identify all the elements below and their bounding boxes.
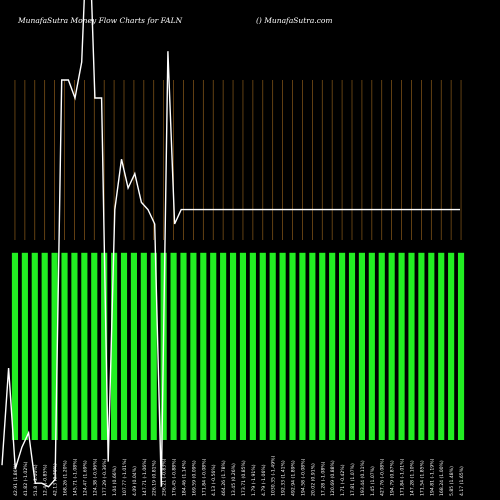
x-tick-label: 173.71 (0.85%): [241, 460, 247, 496]
money-flow-bar: [457, 252, 465, 440]
x-tick-label: 226.19 (0.81%): [152, 460, 158, 496]
x-tick-label: 51.8 (-2.00%): [33, 464, 39, 496]
money-flow-bar: [91, 252, 98, 440]
money-flow-bar: [299, 252, 306, 440]
x-tick-label: 184.46 (1.14%): [181, 460, 187, 496]
x-tick-label: 147.28 (1.10%): [409, 460, 415, 496]
money-flow-bar: [210, 252, 217, 440]
chart-title-right: () MunafaSutra.com: [256, 16, 333, 25]
money-flow-bar: [51, 252, 58, 440]
x-tick-label: 177.29 (-0.36%): [102, 458, 108, 496]
money-flow-bar: [180, 252, 187, 440]
x-tick-label: 168.24 (1.00%): [439, 460, 445, 496]
money-flow-bar: [398, 252, 405, 440]
money-flow-bar: [438, 252, 445, 440]
money-flow-bar: [71, 252, 78, 440]
money-flow-bar: [289, 252, 296, 440]
x-tick-label: 168.26 (1.20%): [63, 460, 69, 496]
money-flow-bar: [448, 252, 455, 440]
money-flow-line: [1, 0, 460, 488]
x-tick-label: 124.47 (1.69%): [82, 460, 88, 496]
x-tick-label: 192.33 (1.41%): [281, 460, 287, 496]
x-tick-label: 171.54 (1.85%): [419, 460, 425, 496]
x-tick-label: 107.77 (-1.01%): [122, 458, 128, 496]
money-flow-bar: [200, 252, 207, 440]
money-flow-bar: [170, 252, 177, 440]
x-tick-label: 171.84 (-1.01%): [400, 458, 406, 496]
x-tick-label: 120.69 (0.88%): [330, 460, 336, 496]
x-tick-label: 147.71 (-1.06%): [142, 458, 148, 496]
money-flow-bar: [269, 252, 276, 440]
money-flow-bar: [150, 252, 157, 440]
money-flow-bar: [130, 252, 137, 440]
x-tick-label: 20.02 (0.91%): [310, 463, 316, 496]
x-tick-label: 42.13 (0.70%): [53, 463, 59, 496]
money-flow-bar: [259, 252, 266, 440]
x-tick-label: 1.04 (0.66%): [112, 466, 118, 496]
x-tick-label: 42.91 (1.86%): [13, 463, 19, 496]
money-flow-bar: [279, 252, 286, 440]
money-flow-bar: [329, 252, 336, 440]
money-flow-bar: [11, 252, 19, 440]
money-flow-bar: [101, 252, 108, 440]
x-tick-label: 17.81 (1.07%): [350, 463, 356, 496]
money-flow-bar: [239, 252, 247, 440]
x-tick-label: 464.26 (1.78%): [221, 460, 227, 496]
x-tick-label: 1.79 (-1.91%): [251, 464, 257, 496]
x-tick-label: 4.79 (-1.06%): [261, 464, 267, 496]
x-tick-label: 171.84 (-0.08%): [201, 458, 207, 496]
x-tick-label: 4.09 (0.04%): [132, 466, 138, 496]
x-tick-label: 176.45 (-0.88%): [172, 458, 178, 496]
x-tick-label: 41.82 (-1.02%): [23, 461, 29, 496]
money-flow-bar: [21, 252, 28, 440]
x-tick-label: 4.17 (1.65%): [459, 466, 465, 496]
x-tick-label: 17.28 (-1.08%): [320, 461, 326, 496]
money-flow-bar: [120, 252, 128, 440]
x-tick-label: 169.59 (0.09%): [191, 460, 197, 496]
x-tick-label: 145.71 (-1.08%): [72, 458, 78, 496]
money-flow-bar: [309, 252, 316, 440]
x-tick-label: 193.44 (0.11%): [360, 460, 366, 496]
x-tick-label: 124.38 (-0.96%): [92, 458, 98, 496]
x-tick-labels: 42.91 (1.86%) 41.82 (-1.02%) 51.8 (-2.00%)…: [13, 456, 465, 496]
x-tick-label: 1030.35 (-1.49%): [271, 456, 277, 496]
money-flow-bar: [249, 252, 256, 440]
bars: [11, 252, 465, 440]
money-flow-bar: [81, 252, 88, 440]
money-flow-bar: [140, 252, 147, 440]
x-tick-label: 194.79 (0.87%): [390, 460, 396, 496]
x-tick-label: 194.81 (-1.19%): [429, 458, 435, 496]
x-tick-label: 13.45 (0.26%): [231, 463, 237, 496]
money-flow-bar: [111, 252, 118, 440]
money-flow-bar: [348, 252, 356, 440]
money-flow-bar: [319, 252, 326, 440]
money-flow-bar: [190, 252, 197, 440]
money-flow-bar: [220, 252, 227, 440]
money-flow-bar: [61, 252, 68, 440]
money-flow-bar: [408, 252, 415, 440]
money-flow-bar: [358, 252, 365, 440]
x-tick-label: 492.94 (1.89%): [291, 460, 297, 496]
money-flow-bar: [31, 252, 38, 440]
money-flow-bar: [388, 252, 395, 440]
money-flow-bar: [41, 252, 48, 440]
chart-title-left: MunafaSutra Money Flow Charts for FALN: [18, 16, 183, 25]
money-flow-bar: [428, 252, 435, 440]
x-tick-label: 4.13 (-0.56%): [211, 464, 217, 496]
money-flow-bar: [229, 252, 237, 440]
money-flow-bar: [418, 252, 425, 440]
x-tick-label: 236.21 (-0.83%): [162, 458, 168, 496]
x-tick-label: 1.45 (1.07%): [370, 466, 376, 496]
money-flow-bar: [368, 252, 375, 440]
money-flow-bar: [339, 252, 346, 440]
grid-lines: [14, 80, 462, 240]
x-tick-label: 5.85 (1.48%): [449, 466, 455, 496]
money-flow-line-path: [1, 0, 460, 488]
x-tick-label: 1.71 (-0.42%): [340, 464, 346, 496]
x-tick-label: 194.58 (-0.08%): [300, 458, 306, 496]
x-tick-label: 12.4 (-0.85%): [43, 464, 49, 496]
money-flow-bar: [378, 252, 385, 440]
x-tick-label: 427.76 (-0.08%): [380, 458, 386, 496]
